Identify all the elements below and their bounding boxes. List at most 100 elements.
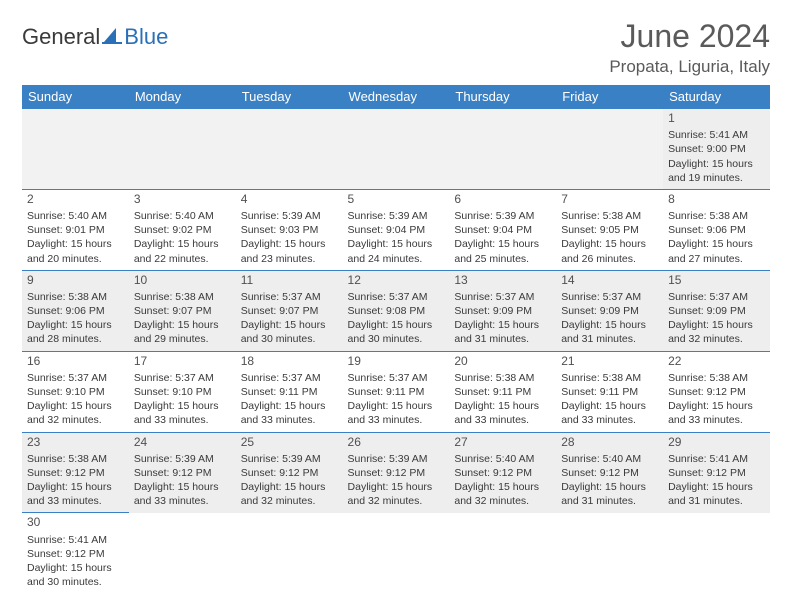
day-number: 20 [454,353,551,369]
day-day2: and 30 minutes. [27,575,124,589]
day-number-cell [22,109,129,129]
day-number-cell: 1 [663,109,770,129]
day-day1: Daylight: 15 hours [241,480,338,494]
day-sunrise: Sunrise: 5:38 AM [668,209,765,223]
month-title: June 2024 [609,18,770,55]
day-content-cell: Sunrise: 5:37 AMSunset: 9:08 PMDaylight:… [343,290,450,351]
weekday-header: Monday [129,85,236,109]
day-content-cell: Sunrise: 5:41 AMSunset: 9:00 PMDaylight:… [663,128,770,189]
day-day1: Daylight: 15 hours [134,318,231,332]
day-number-cell: 30 [22,513,129,533]
day-day2: and 32 minutes. [27,413,124,427]
day-day1: Daylight: 15 hours [134,399,231,413]
day-content-cell: Sunrise: 5:38 AMSunset: 9:11 PMDaylight:… [449,371,556,432]
day-number: 25 [241,434,338,450]
day-content-cell [449,128,556,189]
day-sunrise: Sunrise: 5:40 AM [134,209,231,223]
day-day2: and 33 minutes. [668,413,765,427]
day-number-cell [556,109,663,129]
day-number-cell: 23 [22,432,129,452]
day-day2: and 32 minutes. [454,494,551,508]
day-number-cell [449,109,556,129]
day-number-cell: 19 [343,351,450,371]
day-day2: and 31 minutes. [668,494,765,508]
day-sunrise: Sunrise: 5:38 AM [134,290,231,304]
day-number-cell: 7 [556,189,663,209]
day-content-cell: Sunrise: 5:39 AMSunset: 9:12 PMDaylight:… [343,452,450,513]
day-sunset: Sunset: 9:01 PM [27,223,124,237]
day-number-cell: 25 [236,432,343,452]
day-number: 13 [454,272,551,288]
day-sunrise: Sunrise: 5:37 AM [134,371,231,385]
logo: General Blue [22,18,168,50]
day-sunset: Sunset: 9:09 PM [561,304,658,318]
day-sunrise: Sunrise: 5:40 AM [454,452,551,466]
day-number-cell: 24 [129,432,236,452]
day-number-cell: 12 [343,270,450,290]
day-number: 27 [454,434,551,450]
day-day2: and 33 minutes. [134,413,231,427]
day-content-cell: Sunrise: 5:37 AMSunset: 9:11 PMDaylight:… [343,371,450,432]
day-day1: Daylight: 15 hours [27,237,124,251]
week-content-row: Sunrise: 5:38 AMSunset: 9:12 PMDaylight:… [22,452,770,513]
day-number-cell [129,109,236,129]
day-sunset: Sunset: 9:10 PM [27,385,124,399]
day-content-cell [129,533,236,594]
day-day1: Daylight: 15 hours [561,399,658,413]
week-daynum-row: 30 [22,513,770,533]
week-daynum-row: 23242526272829 [22,432,770,452]
day-sunset: Sunset: 9:12 PM [241,466,338,480]
weekday-header: Wednesday [343,85,450,109]
week-daynum-row: 1 [22,109,770,129]
day-number-cell: 13 [449,270,556,290]
day-content-cell: Sunrise: 5:40 AMSunset: 9:01 PMDaylight:… [22,209,129,270]
day-content-cell: Sunrise: 5:37 AMSunset: 9:07 PMDaylight:… [236,290,343,351]
day-number-cell: 2 [22,189,129,209]
week-content-row: Sunrise: 5:38 AMSunset: 9:06 PMDaylight:… [22,290,770,351]
day-sunrise: Sunrise: 5:38 AM [27,452,124,466]
day-number: 9 [27,272,124,288]
day-sunset: Sunset: 9:09 PM [454,304,551,318]
day-day1: Daylight: 15 hours [27,561,124,575]
day-number-cell: 18 [236,351,343,371]
calendar-page: General Blue June 2024 Propata, Liguria,… [0,0,792,611]
week-content-row: Sunrise: 5:40 AMSunset: 9:01 PMDaylight:… [22,209,770,270]
day-number-cell: 28 [556,432,663,452]
day-day2: and 23 minutes. [241,252,338,266]
day-day1: Daylight: 15 hours [348,318,445,332]
day-sunrise: Sunrise: 5:39 AM [348,209,445,223]
day-number: 2 [27,191,124,207]
day-sunrise: Sunrise: 5:41 AM [668,452,765,466]
day-sunset: Sunset: 9:11 PM [241,385,338,399]
day-day1: Daylight: 15 hours [241,237,338,251]
day-day2: and 27 minutes. [668,252,765,266]
day-day1: Daylight: 15 hours [348,237,445,251]
day-day1: Daylight: 15 hours [454,399,551,413]
day-content-cell: Sunrise: 5:40 AMSunset: 9:02 PMDaylight:… [129,209,236,270]
day-number-cell: 11 [236,270,343,290]
weekday-header: Friday [556,85,663,109]
day-content-cell: Sunrise: 5:38 AMSunset: 9:06 PMDaylight:… [663,209,770,270]
day-content-cell [343,533,450,594]
day-content-cell: Sunrise: 5:38 AMSunset: 9:12 PMDaylight:… [22,452,129,513]
day-content-cell [343,128,450,189]
day-number-cell: 21 [556,351,663,371]
day-sunrise: Sunrise: 5:38 AM [561,371,658,385]
day-sunrise: Sunrise: 5:39 AM [241,452,338,466]
day-day2: and 26 minutes. [561,252,658,266]
day-number-cell: 10 [129,270,236,290]
day-number-cell: 16 [22,351,129,371]
day-day1: Daylight: 15 hours [454,480,551,494]
day-number: 5 [348,191,445,207]
day-sunrise: Sunrise: 5:39 AM [454,209,551,223]
day-sunset: Sunset: 9:12 PM [348,466,445,480]
day-day1: Daylight: 15 hours [454,237,551,251]
day-number: 17 [134,353,231,369]
week-content-row: Sunrise: 5:41 AMSunset: 9:12 PMDaylight:… [22,533,770,594]
day-day1: Daylight: 15 hours [348,399,445,413]
day-content-cell [22,128,129,189]
day-day2: and 20 minutes. [27,252,124,266]
day-day2: and 31 minutes. [561,494,658,508]
day-day1: Daylight: 15 hours [668,318,765,332]
day-number: 4 [241,191,338,207]
